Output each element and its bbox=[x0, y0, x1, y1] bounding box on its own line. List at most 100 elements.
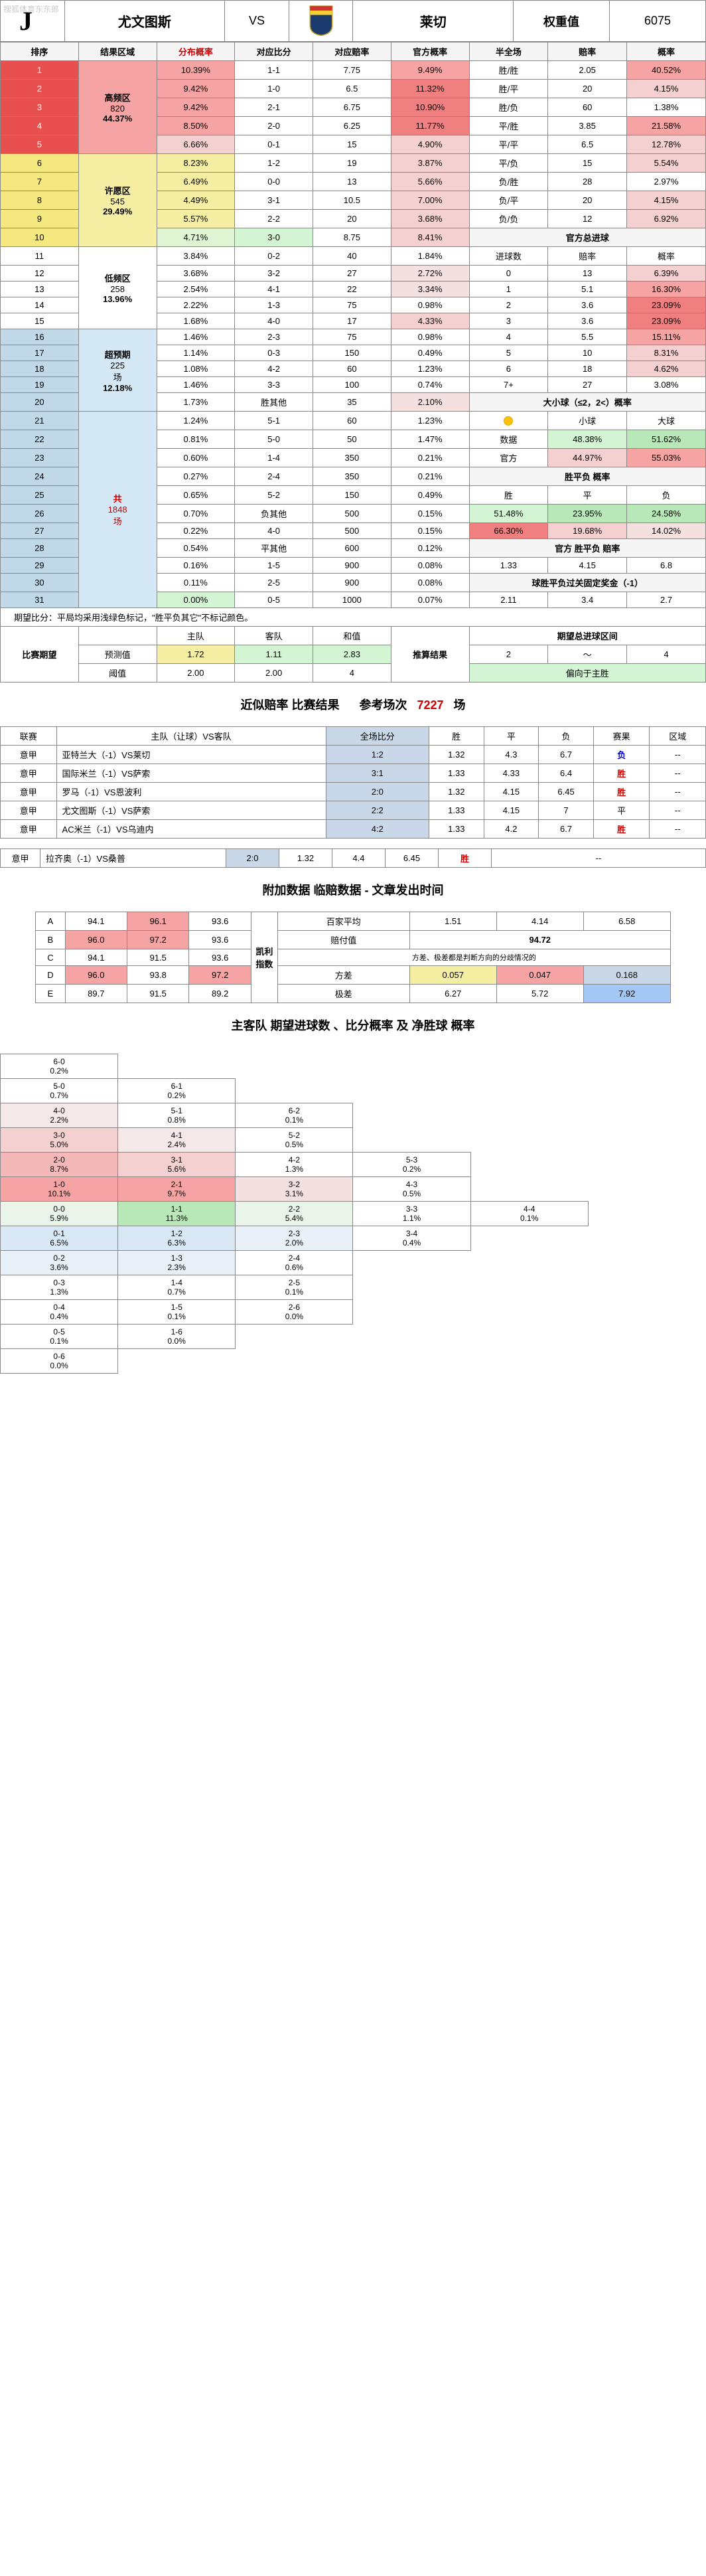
dist-prob: 9.42% bbox=[157, 98, 235, 117]
row-num: 1 bbox=[1, 61, 79, 80]
score: 1-3 bbox=[235, 297, 313, 313]
dist-prob: 3.84% bbox=[157, 247, 235, 266]
score: 1-5 bbox=[235, 558, 313, 574]
row-num: 21 bbox=[1, 412, 79, 430]
expect-label: 比赛期望 bbox=[1, 627, 79, 683]
hf: 负/负 bbox=[469, 210, 548, 228]
off-prob: 3.68% bbox=[391, 210, 469, 228]
prob: 21.58% bbox=[627, 117, 706, 135]
dist-prob: 1.73% bbox=[157, 393, 235, 412]
dist-prob: 0.81% bbox=[157, 430, 235, 449]
hf: 平/负 bbox=[469, 154, 548, 173]
score-cell: 1-32.3% bbox=[118, 1251, 236, 1275]
sim-col: 联赛 bbox=[1, 727, 57, 746]
dist-prob: 0.22% bbox=[157, 523, 235, 539]
sim-col: 区域 bbox=[650, 727, 706, 746]
extra-table: A94.196.193.6凯利指数百家平均1.514.146.58B96.097… bbox=[35, 912, 671, 1003]
hf: 平/平 bbox=[469, 135, 548, 154]
off-prob: 4.33% bbox=[391, 313, 469, 329]
score-cell: 3-40.4% bbox=[353, 1226, 470, 1251]
prob: 大球 bbox=[627, 412, 706, 430]
row-num: 23 bbox=[1, 449, 79, 467]
off-prob: 11.77% bbox=[391, 117, 469, 135]
row-num: 30 bbox=[1, 574, 79, 592]
score-cell: 6-20.1% bbox=[236, 1103, 353, 1128]
score-cell: 0-31.3% bbox=[1, 1275, 118, 1300]
hf: 7+ bbox=[469, 377, 548, 393]
off-prob: 4.90% bbox=[391, 135, 469, 154]
score-cell: 3-05.0% bbox=[1, 1128, 118, 1153]
prob: 2.7 bbox=[627, 592, 706, 608]
main-col-1: 结果区域 bbox=[78, 42, 157, 61]
score-cell: 4-30.5% bbox=[353, 1177, 470, 1202]
odds: 35 bbox=[313, 393, 391, 412]
score-cell: 2-25.4% bbox=[236, 1202, 353, 1226]
score-cell: 2-50.1% bbox=[236, 1275, 353, 1300]
row-num: 27 bbox=[1, 523, 79, 539]
odds: 6.75 bbox=[313, 98, 391, 117]
score: 4-0 bbox=[235, 313, 313, 329]
odds: 500 bbox=[313, 523, 391, 539]
off-prob: 1.23% bbox=[391, 412, 469, 430]
sim-col: 全场比分 bbox=[326, 727, 429, 746]
odds: 60 bbox=[313, 412, 391, 430]
weight-value: 6075 bbox=[609, 1, 705, 42]
hf: 胜 bbox=[469, 486, 548, 505]
hf: 3 bbox=[469, 313, 548, 329]
hf: 6 bbox=[469, 361, 548, 377]
hf-header: 大小球（≤2，2<）概率 bbox=[469, 393, 706, 412]
score-cell: 2-08.7% bbox=[1, 1153, 118, 1177]
dist-prob: 6.49% bbox=[157, 173, 235, 191]
hf: 胜/负 bbox=[469, 98, 548, 117]
score: 4-1 bbox=[235, 282, 313, 297]
off-prob: 3.87% bbox=[391, 154, 469, 173]
hf-header: 官方总进球 bbox=[469, 228, 706, 247]
score-cell: 4-40.1% bbox=[470, 1202, 588, 1226]
odds: 900 bbox=[313, 574, 391, 592]
off-prob: 2.72% bbox=[391, 266, 469, 282]
team2-name: 莱切 bbox=[353, 1, 514, 42]
score: 2-4 bbox=[235, 467, 313, 486]
hf: 负/胜 bbox=[469, 173, 548, 191]
row-num: 13 bbox=[1, 282, 79, 297]
off-prob: 5.66% bbox=[391, 173, 469, 191]
score-cell: 4-12.4% bbox=[118, 1128, 236, 1153]
odds: 75 bbox=[313, 297, 391, 313]
off-prob: 0.15% bbox=[391, 505, 469, 523]
score-cell: 1-010.1% bbox=[1, 1177, 118, 1202]
hf: 66.30% bbox=[469, 523, 548, 539]
odds: 75 bbox=[313, 329, 391, 345]
prob: 55.03% bbox=[627, 449, 706, 467]
dist-prob: 8.23% bbox=[157, 154, 235, 173]
score: 3-3 bbox=[235, 377, 313, 393]
off-prob: 0.08% bbox=[391, 574, 469, 592]
score-cell: 1-111.3% bbox=[118, 1202, 236, 1226]
rate: 6.5 bbox=[548, 135, 627, 154]
rate: 60 bbox=[548, 98, 627, 117]
odds: 40 bbox=[313, 247, 391, 266]
score-cell: 1-60.0% bbox=[118, 1325, 236, 1349]
rate: 3.6 bbox=[548, 313, 627, 329]
row-num: 29 bbox=[1, 558, 79, 574]
row-num: 28 bbox=[1, 539, 79, 558]
score-cell: 5-00.7% bbox=[1, 1079, 118, 1103]
dist-prob: 9.42% bbox=[157, 80, 235, 98]
off-prob: 1.23% bbox=[391, 361, 469, 377]
team1-name: 尤文图斯 bbox=[64, 1, 225, 42]
score: 0-0 bbox=[235, 173, 313, 191]
rate: 27 bbox=[548, 377, 627, 393]
dist-prob: 0.27% bbox=[157, 467, 235, 486]
prob: 概率 bbox=[627, 247, 706, 266]
hf: 1 bbox=[469, 282, 548, 297]
dist-prob: 3.68% bbox=[157, 266, 235, 282]
main-col-3: 对应比分 bbox=[235, 42, 313, 61]
prob: 8.31% bbox=[627, 345, 706, 361]
off-prob: 3.34% bbox=[391, 282, 469, 297]
rate: 3.6 bbox=[548, 297, 627, 313]
off-prob: 0.07% bbox=[391, 592, 469, 608]
bottom-title: 主客队 期望进球数 、比分概率 及 净胜球 概率 bbox=[0, 1003, 706, 1047]
rate: 5.1 bbox=[548, 282, 627, 297]
sim-col: 主队（让球）VS客队 bbox=[56, 727, 326, 746]
region-cell: 共1848场 bbox=[78, 412, 157, 608]
score-cell: 5-10.8% bbox=[118, 1103, 236, 1128]
